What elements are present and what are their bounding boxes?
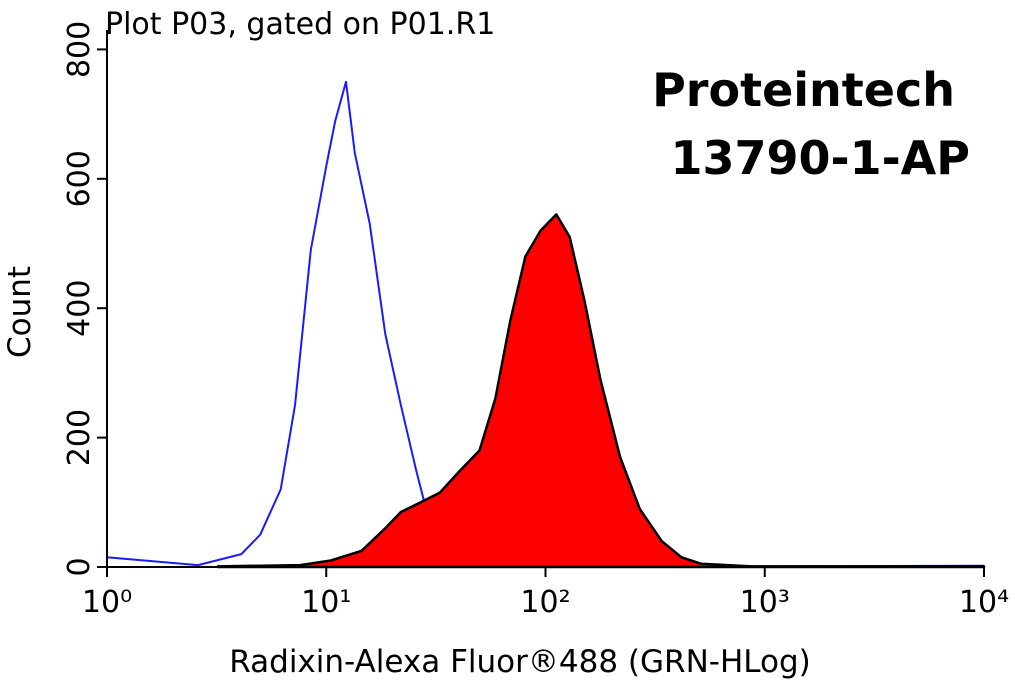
x-tick-label: 10³	[740, 585, 790, 620]
y-tick-label: 200	[62, 409, 97, 466]
y-tick-label: 600	[62, 150, 97, 207]
y-tick-label: 400	[62, 280, 97, 337]
annotation: 13790-1-AP	[670, 131, 970, 185]
chart-title: Plot P03, gated on P01.R1	[105, 7, 495, 42]
y-tick-label: 0	[62, 557, 97, 576]
y-axis-label: Count	[2, 266, 38, 358]
x-tick-label: 10⁴	[959, 585, 1009, 620]
histogram-area	[216, 213, 986, 569]
x-tick-label: 10²	[520, 585, 570, 620]
x-tick-label: 10⁰	[82, 585, 132, 620]
y-tick-label: 800	[62, 21, 97, 78]
x-tick-label: 10¹	[301, 585, 351, 620]
annotation: Proteintech	[652, 63, 955, 117]
x-axis-label: Radixin-Alexa Fluor®488 (GRN-HLog)	[229, 644, 810, 680]
